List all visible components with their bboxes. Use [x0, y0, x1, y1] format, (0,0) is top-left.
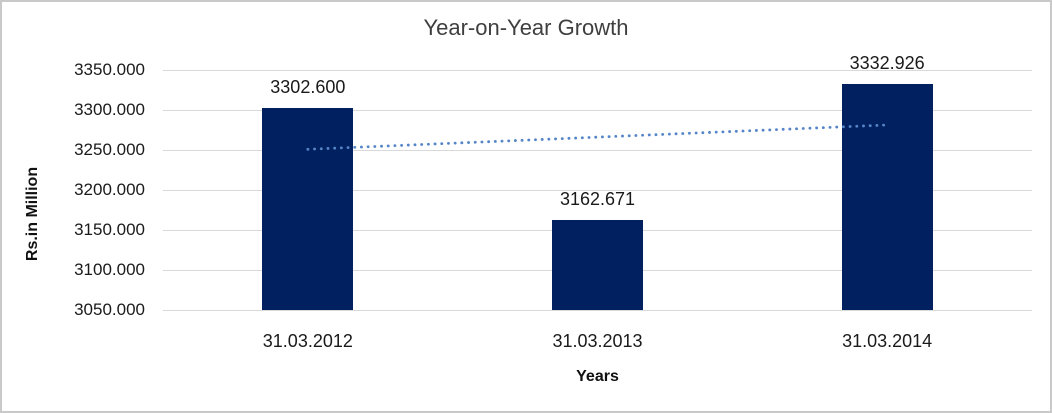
bar: [552, 219, 643, 310]
bar: [841, 83, 933, 310]
bar-value-label: 3332.926: [849, 52, 925, 73]
bar-value-label: 3162.671: [559, 188, 636, 209]
y-tick-label: 3300.000: [74, 100, 145, 119]
gridline: [163, 109, 1032, 111]
gridline: [163, 189, 1032, 191]
x-axis-title: Years: [576, 368, 619, 385]
gridline: [163, 69, 1032, 71]
x-tick-label: 31.03.2014: [842, 331, 933, 351]
y-tick-label: 3050.000: [74, 300, 145, 319]
y-tick-label: 3200.000: [74, 180, 145, 199]
y-tick-label: 3350.000: [74, 60, 145, 79]
chart-title: Year-on-Year Growth: [423, 15, 629, 40]
y-tick-label: 3250.000: [74, 140, 145, 159]
x-tick-label: 31.03.2012: [262, 331, 353, 351]
x-tick-label: 31.03.2013: [552, 331, 643, 351]
y-tick-label: 3100.000: [74, 260, 145, 279]
bar: [262, 107, 354, 310]
y-tick-label: 3150.000: [74, 220, 145, 239]
bar-value-label: 3302.600: [270, 76, 346, 97]
gridline: [163, 309, 1032, 311]
